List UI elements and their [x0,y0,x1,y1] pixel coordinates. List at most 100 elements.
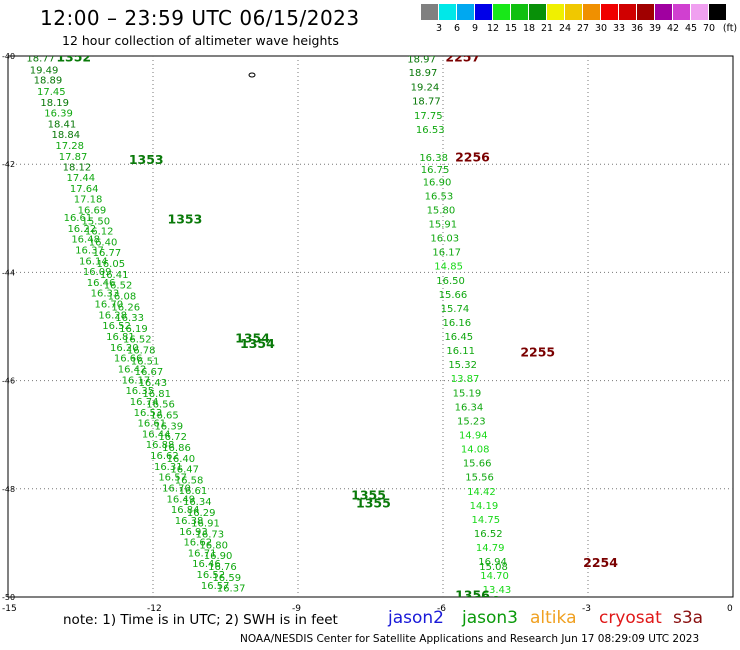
x-tick-label: -12 [147,604,162,614]
wave-height-label: 16.40 [89,237,118,248]
wave-height-label: 15.56 [465,473,494,484]
wave-height-label: 16.53 [416,125,445,136]
wave-height-label: 15.80 [427,205,456,216]
wave-height-label: 16.61 [64,213,93,224]
wave-height-label: 16.45 [444,332,473,343]
color-scale-tick: 39 [648,23,662,34]
wave-height-label: 15.66 [463,459,492,470]
wave-height-label: 15.08 [479,562,508,573]
wave-height-label: 13.87 [451,374,480,385]
wave-height-label: 18.84 [52,130,81,141]
time-label: 1353 [168,212,203,227]
satellite-legend-jason3: jason3 [462,608,518,628]
color-swatch [493,4,510,20]
wave-height-label: 16.57 [201,581,230,592]
wave-height-label: 17.87 [59,152,88,163]
wave-height-label: 16.42 [118,364,147,375]
color-scale-tick: 36 [630,23,644,34]
wave-height-label: 14.94 [459,430,488,441]
color-swatch [619,4,636,20]
wave-height-label: 16.72 [158,432,187,443]
wave-height-label: 16.58 [175,475,204,486]
wave-height-label: 16.35 [125,386,154,397]
wave-height-label: 14.42 [467,487,496,498]
y-tick-label: -48 [2,485,15,494]
wave-height-label: 16.52 [474,529,503,540]
wave-height-label: 16.94 [478,557,507,568]
wave-height-label: 16.59 [212,573,241,584]
wave-height-label: 16.08 [108,291,137,302]
color-swatch [547,4,564,20]
wave-height-label: 16.16 [443,318,472,329]
time-label: 1352 [56,49,91,64]
color-swatch [529,4,546,20]
wave-height-label: 16.53 [134,408,163,419]
wave-height-label: 16.11 [446,346,475,357]
wave-height-label: 16.61 [179,486,208,497]
page-subtitle: 12 hour collection of altimeter wave hei… [62,33,339,48]
color-scale-tick: 9 [471,23,479,34]
wave-height-label: 16.61 [138,419,167,430]
wave-height-label: 14.70 [480,571,509,582]
wave-height-label: 16.38 [175,516,204,527]
color-swatch [601,4,618,20]
wave-height-label: 17.28 [55,141,84,152]
wave-height-label: 16.39 [154,421,183,432]
wave-height-label: 16.34 [183,497,212,508]
time-label: 1355 [351,488,386,503]
wave-height-label: 17.75 [414,111,443,122]
wave-height-label: 16.26 [111,302,140,313]
color-scale-tick: 42 [666,23,680,34]
color-swatch [709,4,726,20]
wave-height-label: 14.79 [476,543,505,554]
wave-height-label: 16.48 [71,235,100,246]
wave-height-label: 15.50 [81,216,110,227]
wave-height-label: 16.39 [44,109,73,120]
wave-height-label: 14.75 [472,515,501,526]
footnote: note: 1) Time is in UTC; 2) SWH is in fe… [63,612,338,628]
wave-height-label: 18.77 [412,97,441,108]
wave-height-label: 16.76 [208,562,237,573]
wave-height-label: 16.51 [131,356,160,367]
wave-height-label: 16.91 [191,519,220,530]
time-label: 1355 [356,496,391,511]
x-tick-label: -6 [437,604,446,614]
wave-height-label: 16.90 [204,551,233,562]
color-scale-tick: 45 [684,23,698,34]
page-title: 12:00 – 23:59 UTC 06/15/2023 [40,6,360,30]
time-label: 2256 [455,149,490,164]
color-scale-tick: 3 [435,23,443,34]
wave-height-label: 16.05 [96,259,125,270]
wave-height-label: 16.52 [197,570,226,581]
x-tick-label: -3 [582,604,591,614]
x-tick-label: 0 [727,604,733,614]
wave-height-label: 14.85 [434,262,463,273]
color-swatch [655,4,672,20]
wave-height-label: 16.33 [91,289,120,300]
color-swatch [583,4,600,20]
color-swatch [457,4,474,20]
credit-line: NOAA/NESDIS Center for Satellite Applica… [240,633,700,645]
color-swatch [673,4,690,20]
wave-height-label: 16.81 [142,389,171,400]
wave-height-label: 17.18 [74,195,103,206]
wave-height-label: 14.19 [470,501,499,512]
satellite-legend-altika: altika [530,608,577,628]
wave-height-label: 16.93 [179,527,208,538]
wave-height-label: 16.46 [192,559,221,570]
wave-height-label: 16.62 [183,538,212,549]
wave-height-label: 16.57 [158,473,187,484]
wave-height-label: 16.56 [146,400,175,411]
wave-height-label: 16.81 [106,332,135,343]
wave-height-label: 18.12 [63,163,92,174]
data-layer: 18.7719.4918.8917.4518.1916.3918.4118.84… [26,49,618,597]
y-tick-label: -50 [2,593,15,602]
wave-height-label: 16.37 [217,584,246,595]
wave-height-label: 16.37 [75,245,104,256]
color-swatch [421,4,438,20]
color-swatch [637,4,654,20]
color-swatch [439,4,456,20]
color-scale-tick: 12 [486,23,500,34]
wave-height-label: 16.19 [119,324,148,335]
color-scale-tick: 30 [594,23,608,34]
